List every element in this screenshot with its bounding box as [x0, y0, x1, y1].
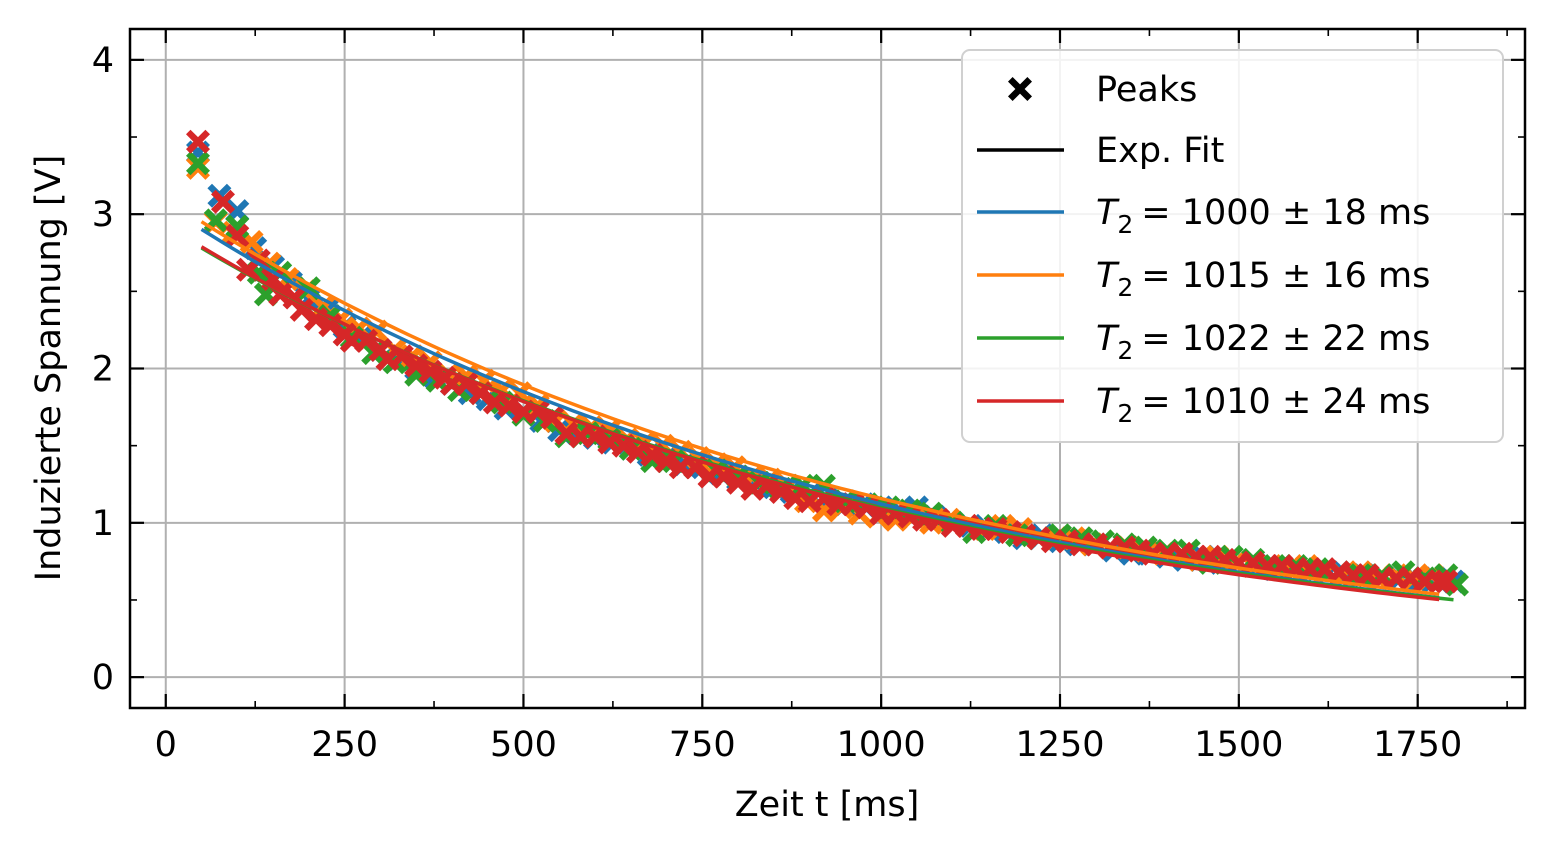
- peak-marker: [1434, 569, 1459, 594]
- peak-marker: [389, 344, 414, 369]
- x-axis-label: Zeit t [ms]: [735, 785, 920, 825]
- x-tick-label: 750: [669, 725, 736, 765]
- ticks: [130, 29, 1525, 708]
- legend-item-t2-2: T2 = 1015 ± 16 ms: [977, 256, 1430, 302]
- legend-item-exp-fit: Exp. Fit: [977, 131, 1224, 171]
- y-tick-label: 4: [92, 41, 114, 81]
- legend-t2-symbol: T: [1096, 382, 1120, 422]
- legend-t2-value: = 1000 ± 18 ms: [1141, 193, 1430, 233]
- peak-marker: [654, 449, 679, 474]
- series-2-fit-line: [200, 220, 1440, 597]
- legend-t2-value: = 1015 ± 16 ms: [1141, 256, 1430, 296]
- legend-box: [961, 49, 1504, 443]
- y-tick-label: 3: [92, 195, 114, 235]
- x-tick-label: 1500: [1194, 725, 1283, 765]
- legend-item-t2-3: T2 = 1022 ± 22 ms: [977, 319, 1430, 365]
- x-tick-label: 1000: [837, 725, 926, 765]
- legend-t2-value: = 1022 ± 22 ms: [1141, 319, 1430, 359]
- legend-item-t2-1: T2 = 1000 ± 18 ms: [977, 193, 1430, 239]
- legend-t2-symbol: T: [1096, 193, 1120, 233]
- tick-labels: 0 250 500 750 1000 1250 1500 1750 0 1 2 3 4: [92, 41, 1463, 765]
- legend-item-peaks: Peaks: [1008, 70, 1197, 110]
- peak-marker: [1305, 557, 1330, 582]
- legend-label-peaks: Peaks: [1096, 70, 1197, 110]
- x-tick-label: 1250: [1015, 725, 1104, 765]
- x-tick-label: 500: [490, 725, 557, 765]
- peak-marker: [354, 328, 379, 353]
- y-tick-label: 0: [92, 658, 114, 698]
- legend-item-t2-4: T2 = 1010 ± 24 ms: [977, 382, 1430, 428]
- y-tick-label: 1: [92, 504, 114, 544]
- legend-label-exp-fit: Exp. Fit: [1096, 131, 1224, 171]
- plot-data: [186, 129, 1469, 602]
- x-tick-label: 0: [155, 725, 177, 765]
- peak-marker: [211, 189, 235, 214]
- legend-marker-peaks: [1008, 77, 1032, 101]
- peak-marker: [186, 129, 210, 154]
- x-tick-label: 1750: [1373, 725, 1462, 765]
- legend-label-t2: T2 = 1010 ± 24 ms: [1096, 382, 1430, 428]
- legend-t2-subscript: 2: [1117, 273, 1133, 302]
- peak-marker: [186, 151, 210, 176]
- y-tick-label: 2: [92, 350, 114, 390]
- legend-t2-subscript: 2: [1117, 399, 1133, 428]
- peak-marker: [186, 155, 210, 180]
- peak-marker: [726, 470, 751, 495]
- legend-t2-value: = 1010 ± 24 ms: [1141, 382, 1430, 422]
- legend-t2-symbol: T: [1096, 256, 1120, 296]
- series-4-fit-line: [200, 245, 1440, 602]
- legend-t2-subscript: 2: [1117, 336, 1133, 365]
- legend-label-t2: T2 = 1022 ± 22 ms: [1096, 319, 1430, 365]
- y-axis-label: Induzierte Spannung [V]: [29, 155, 69, 582]
- legend-label-t2: T2 = 1000 ± 18 ms: [1096, 193, 1430, 239]
- legend-t2-symbol: T: [1096, 319, 1120, 359]
- legend-t2-subscript: 2: [1117, 210, 1133, 239]
- peak-marker: [1348, 563, 1373, 588]
- x-tick-label: 250: [311, 725, 378, 765]
- legend-label-t2: T2 = 1015 ± 16 ms: [1096, 256, 1430, 302]
- peak-marker: [1427, 569, 1452, 594]
- legend-marker-x: [1008, 77, 1032, 101]
